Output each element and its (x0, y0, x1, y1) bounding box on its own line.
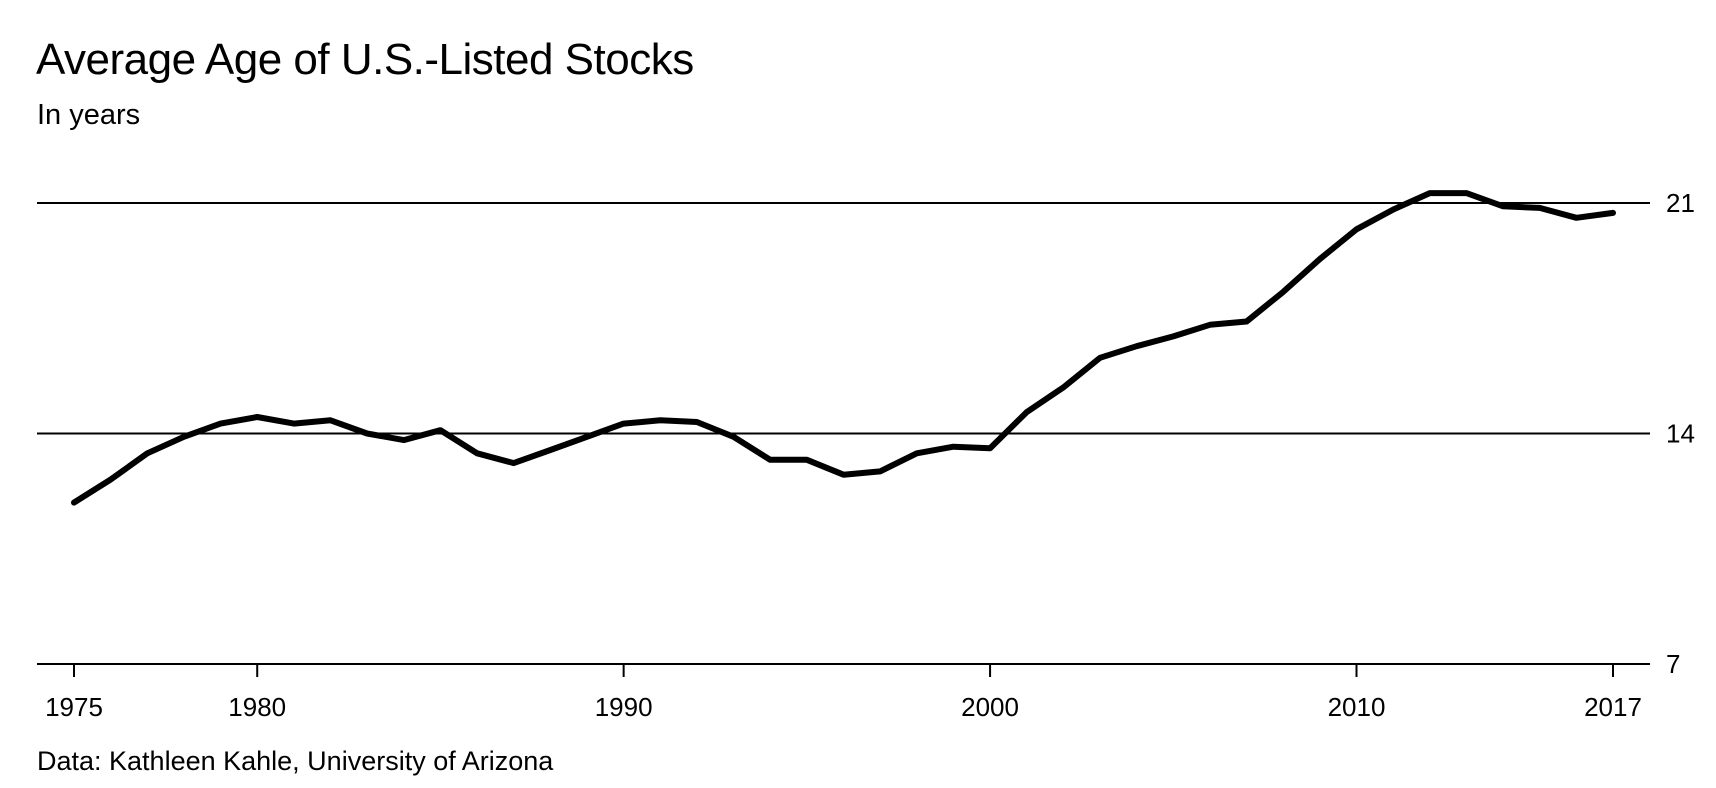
x-tick-label: 1975 (45, 692, 103, 722)
x-tick-label: 1990 (595, 692, 653, 722)
chart-title: Average Age of U.S.-Listed Stocks (36, 35, 694, 84)
x-tick-label: 2000 (961, 692, 1019, 722)
y-tick-label: 7 (1666, 649, 1680, 679)
data-series (71, 190, 1616, 506)
x-axis: 1975 1980 1990 2000 2010 2017 (45, 664, 1642, 722)
y-tick-label: 21 (1666, 188, 1695, 218)
gridlines (37, 202, 1650, 665)
source-note: Data: Kathleen Kahle, University of Ariz… (37, 746, 554, 776)
series-line (71, 190, 1616, 506)
y-axis: 21 14 7 (1666, 188, 1695, 679)
chart-subtitle: In years (37, 99, 141, 131)
y-tick-label: 14 (1666, 419, 1695, 449)
x-tick-label: 2017 (1584, 692, 1642, 722)
x-tick-label: 2010 (1328, 692, 1386, 722)
x-tick-label: 1980 (228, 692, 286, 722)
